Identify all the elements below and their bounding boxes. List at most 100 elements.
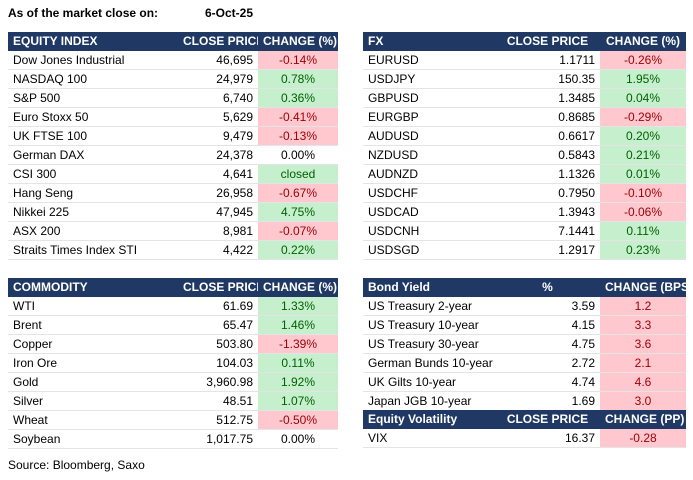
row-name: UK FTSE 100: [8, 127, 178, 146]
change-cell: 0.01%: [600, 165, 686, 184]
change-cell: 1.46%: [258, 316, 338, 335]
row-name: USDCHF: [363, 184, 495, 203]
change-cell: 2.1: [600, 354, 686, 373]
change-cell: -0.67%: [258, 184, 338, 203]
header-cell: CLOSE PRICE: [495, 32, 600, 51]
close-cell: 47,945: [178, 203, 258, 222]
close-cell: 0.5843: [495, 146, 600, 165]
close-cell: 6,740: [178, 89, 258, 108]
close-cell: 4,422: [178, 241, 258, 260]
header-cell: CLOSE PRICE: [178, 278, 258, 297]
close-cell: 4,641: [178, 165, 258, 184]
row-name: Hang Seng: [8, 184, 178, 203]
close-cell: 48.51: [178, 392, 258, 411]
row-name: German Bunds 10-year: [363, 354, 495, 373]
header-cell: Equity Volatility: [363, 410, 495, 429]
as-of-label: As of the market close on:: [8, 6, 159, 20]
row-name: Iron Ore: [8, 354, 178, 373]
close-cell: 1.2917: [495, 241, 600, 260]
close-cell: 104.03: [178, 354, 258, 373]
row-name: USDSGD: [363, 241, 495, 260]
change-cell: 3.6: [600, 335, 686, 354]
row-name: EURUSD: [363, 51, 495, 70]
row-name: EURGBP: [363, 108, 495, 127]
row-name: Wheat: [8, 411, 178, 430]
change-cell: -1.39%: [258, 335, 338, 354]
close-cell: 0.8685: [495, 108, 600, 127]
header-cell: CHANGE (PP): [600, 410, 686, 429]
header-cell: EQUITY INDEX: [8, 32, 178, 51]
change-cell: 0.36%: [258, 89, 338, 108]
change-cell: 1.92%: [258, 373, 338, 392]
change-cell: -0.06%: [600, 203, 686, 222]
row-name: USDCNH: [363, 222, 495, 241]
row-name: WTI: [8, 297, 178, 316]
close-cell: 1,017.75: [178, 430, 258, 449]
change-cell: -0.14%: [258, 51, 338, 70]
close-cell: 7.1441: [495, 222, 600, 241]
change-cell: -0.10%: [600, 184, 686, 203]
row-name: AUDNZD: [363, 165, 495, 184]
row-name: VIX: [363, 429, 495, 448]
close-cell: 61.69: [178, 297, 258, 316]
close-cell: 1.1326: [495, 165, 600, 184]
row-name: NZDUSD: [363, 146, 495, 165]
change-cell: 3.3: [600, 316, 686, 335]
header-cell: %: [495, 278, 600, 297]
row-name: Japan JGB 10-year: [363, 392, 495, 411]
close-cell: 5,629: [178, 108, 258, 127]
close-cell: 1.69: [495, 392, 600, 411]
change-cell: -0.26%: [600, 51, 686, 70]
row-name: US Treasury 2-year: [363, 297, 495, 316]
row-name: Nikkei 225: [8, 203, 178, 222]
close-cell: 65.47: [178, 316, 258, 335]
change-cell: 0.22%: [258, 241, 338, 260]
row-name: Silver: [8, 392, 178, 411]
row-name: German DAX: [8, 146, 178, 165]
row-name: US Treasury 30-year: [363, 335, 495, 354]
source: Source: Bloomberg, Saxo: [8, 458, 145, 472]
change-cell: 0.11%: [600, 222, 686, 241]
close-cell: 1.3485: [495, 89, 600, 108]
close-cell: 0.6617: [495, 127, 600, 146]
as-of-date: 6-Oct-25: [205, 6, 254, 20]
change-cell: 1.07%: [258, 392, 338, 411]
change-cell: 0.00%: [258, 430, 338, 449]
change-cell: 0.04%: [600, 89, 686, 108]
row-name: Soybean: [8, 430, 178, 449]
change-cell: 1.33%: [258, 297, 338, 316]
row-name: USDCAD: [363, 203, 495, 222]
row-name: Copper: [8, 335, 178, 354]
close-cell: 9,479: [178, 127, 258, 146]
change-cell: -0.13%: [258, 127, 338, 146]
close-cell: 16.37: [495, 429, 600, 448]
close-cell: 3.59: [495, 297, 600, 316]
change-cell: 4.6: [600, 373, 686, 392]
change-cell: -0.29%: [600, 108, 686, 127]
header-cell: CLOSE PRICE: [495, 410, 600, 429]
row-name: USDJPY: [363, 70, 495, 89]
change-cell: 0.11%: [258, 354, 338, 373]
row-name: Gold: [8, 373, 178, 392]
change-cell: 0.20%: [600, 127, 686, 146]
close-cell: 512.75: [178, 411, 258, 430]
close-cell: 8,981: [178, 222, 258, 241]
header-cell: CHANGE (%): [258, 278, 338, 297]
change-cell: 3.0: [600, 392, 686, 411]
row-name: S&P 500: [8, 89, 178, 108]
close-cell: 503.80: [178, 335, 258, 354]
header-cell: CHANGE (%): [600, 32, 686, 51]
change-cell: 4.75%: [258, 203, 338, 222]
close-cell: 150.35: [495, 70, 600, 89]
change-cell: 1.2: [600, 297, 686, 316]
row-name: Brent: [8, 316, 178, 335]
change-cell: -0.41%: [258, 108, 338, 127]
row-name: ASX 200: [8, 222, 178, 241]
close-cell: 2.72: [495, 354, 600, 373]
header-cell: CHANGE (BPS): [600, 278, 686, 297]
close-cell: 24,378: [178, 146, 258, 165]
close-cell: 24,979: [178, 70, 258, 89]
close-cell: 46,695: [178, 51, 258, 70]
close-cell: 4.75: [495, 335, 600, 354]
close-cell: 3,960.98: [178, 373, 258, 392]
